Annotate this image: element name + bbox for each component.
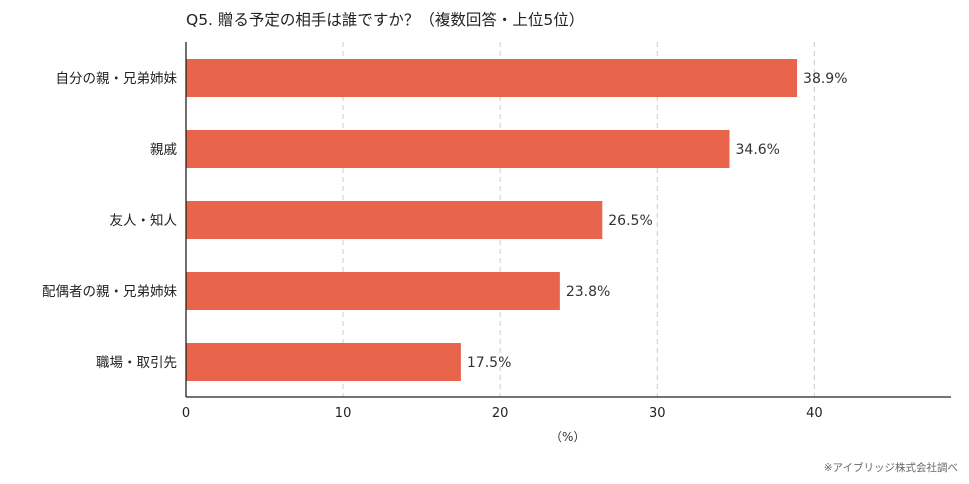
- value-label-2: 34.6%: [736, 142, 780, 158]
- x-tick-labels: 0 10 20 30 40: [182, 406, 823, 421]
- x-tick-label-40: 40: [806, 406, 823, 421]
- value-labels: 38.9% 34.6% 26.5% 23.8% 17.5%: [467, 71, 848, 371]
- x-tick-label-0: 0: [182, 406, 190, 421]
- x-tick-label-30: 30: [649, 406, 666, 421]
- category-label-1: 自分の親・兄弟姉妹: [56, 71, 178, 87]
- bars: [186, 59, 798, 381]
- category-label-5: 職場・取引先: [96, 355, 177, 371]
- value-label-5: 17.5%: [467, 355, 511, 371]
- x-tick-label-10: 10: [335, 406, 352, 421]
- bar-2: [186, 130, 730, 168]
- value-label-3: 26.5%: [608, 213, 652, 229]
- bar-4: [186, 272, 560, 310]
- bar-1: [186, 59, 798, 97]
- chart-title: Q5. 贈る予定の相手は誰ですか？（複数回答・上位5位）: [186, 11, 584, 29]
- value-label-4: 23.8%: [566, 284, 610, 300]
- category-label-2: 親戚: [150, 142, 177, 158]
- x-tick-label-20: 20: [492, 406, 509, 421]
- x-axis-unit-label: （%）: [550, 430, 585, 444]
- category-label-3: 友人・知人: [110, 212, 178, 229]
- source-note: ※アイブリッジ株式会社調べ: [824, 461, 958, 474]
- bar-5: [186, 343, 461, 381]
- value-label-1: 38.9%: [803, 71, 847, 87]
- category-label-4: 配偶者の親・兄弟姉妹: [42, 284, 177, 300]
- bar-3: [186, 201, 603, 239]
